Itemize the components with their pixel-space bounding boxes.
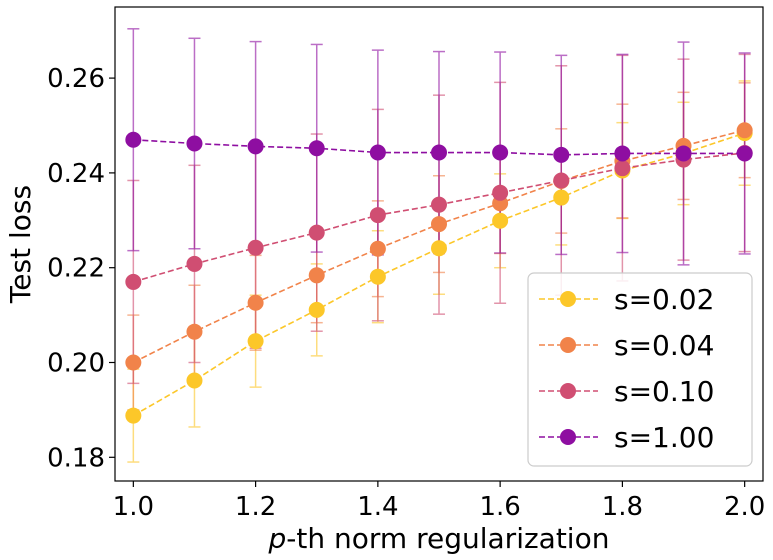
x-tick-label: 1.8 xyxy=(602,492,643,522)
legend-items: s=0.02 s=0.04 s=0.10 s=1.00 xyxy=(539,283,714,454)
data-point-s3-9 xyxy=(675,145,692,162)
legend-marker xyxy=(560,429,576,445)
legend-label: s=0.02 xyxy=(614,283,714,316)
data-point-s1-1 xyxy=(186,323,203,340)
data-point-s3-7 xyxy=(553,146,570,163)
data-point-s2-5 xyxy=(431,196,447,213)
legend-item-1: s=0.04 xyxy=(539,329,714,362)
data-point-s3-0 xyxy=(125,131,142,148)
data-point-s0-7 xyxy=(553,189,570,206)
data-point-s1-4 xyxy=(369,240,386,257)
data-point-s3-3 xyxy=(308,140,325,157)
y-axis-title: Test loss xyxy=(4,185,37,304)
data-point-s3-5 xyxy=(431,144,447,161)
y-axis: 0.18 0.20 0.22 0.24 0.26 xyxy=(47,64,115,473)
y-tick-label: 0.18 xyxy=(47,443,105,473)
legend-marker xyxy=(560,337,576,353)
data-point-s0-0 xyxy=(125,407,142,424)
y-tick-label: 0.26 xyxy=(47,64,105,94)
legend-label: s=0.04 xyxy=(614,329,714,362)
y-tick-label: 0.22 xyxy=(47,254,105,284)
x-tick-label: 1.2 xyxy=(235,492,276,522)
x-tick-label: 1.0 xyxy=(113,492,154,522)
data-point-s3-10 xyxy=(736,145,753,162)
legend-item-2: s=0.10 xyxy=(539,375,714,408)
data-point-s0-5 xyxy=(431,240,447,257)
x-tick-label: 1.4 xyxy=(357,492,398,522)
data-point-s2-1 xyxy=(186,255,203,272)
legend-marker xyxy=(560,291,576,307)
legend-label: s=0.10 xyxy=(614,375,714,408)
data-point-s3-1 xyxy=(186,135,203,152)
data-point-s0-1 xyxy=(186,372,203,389)
y-tick-label: 0.20 xyxy=(47,349,105,379)
x-axis-title-italic: p xyxy=(268,522,287,555)
data-point-s2-0 xyxy=(125,273,142,290)
legend-box xyxy=(527,272,753,467)
data-point-s3-6 xyxy=(492,144,509,161)
data-point-s2-4 xyxy=(369,207,386,224)
data-point-s1-10 xyxy=(736,122,753,139)
data-point-s2-2 xyxy=(247,239,264,256)
y-tick-label: 0.24 xyxy=(47,159,105,189)
data-point-s0-3 xyxy=(308,301,325,318)
data-point-s3-2 xyxy=(247,138,264,155)
series-points xyxy=(125,122,753,424)
data-point-s1-3 xyxy=(308,267,325,284)
x-axis-title: p-th norm regularization xyxy=(268,522,610,555)
x-tick-label: 2.0 xyxy=(724,492,765,522)
data-point-s1-2 xyxy=(247,294,264,311)
data-point-s2-8 xyxy=(614,160,631,177)
x-axis-title-rest: -th norm regularization xyxy=(286,522,609,555)
data-point-s2-7 xyxy=(553,172,570,189)
data-point-s3-8 xyxy=(614,145,631,162)
legend-item-3: s=1.00 xyxy=(539,421,714,454)
legend-marker xyxy=(560,383,576,399)
data-point-s2-6 xyxy=(492,184,509,201)
data-point-s0-2 xyxy=(247,333,264,350)
data-point-s0-6 xyxy=(492,212,509,229)
data-point-s0-4 xyxy=(369,268,386,285)
data-point-s1-5 xyxy=(431,216,447,233)
legend-label: s=1.00 xyxy=(614,421,714,454)
plot-frame xyxy=(114,6,764,482)
legend: s=0.02 s=0.04 s=0.10 s=1.00 xyxy=(527,272,753,467)
x-tick-label: 1.6 xyxy=(479,492,520,522)
x-axis: 1.0 1.2 1.4 1.6 1.8 2.0 xyxy=(113,481,765,522)
data-point-s2-3 xyxy=(308,224,325,241)
data-point-s1-0 xyxy=(125,354,142,371)
data-point-s3-4 xyxy=(369,144,386,161)
legend-item-0: s=0.02 xyxy=(539,283,714,316)
